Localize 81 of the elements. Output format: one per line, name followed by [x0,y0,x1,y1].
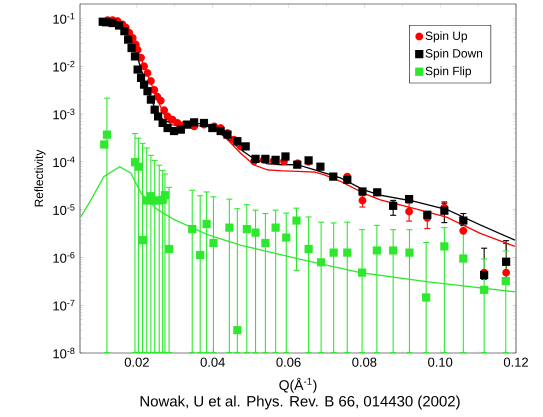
point [502,258,510,266]
point [281,152,290,161]
point [292,216,301,225]
point [358,196,366,204]
y-tick-label: 10$^{-7}$ [53,300,74,311]
point [120,27,128,36]
point [143,87,152,96]
y-tick-label: 10$^{-2}$ [53,60,74,72]
text: Nowak, U et al. Phys. Rev. B 66, 014430 (2002) [140,396,460,410]
point [343,176,352,184]
point [405,248,414,257]
point [330,248,338,257]
point [150,86,158,94]
point [242,225,251,234]
point [423,210,432,219]
point [316,162,324,171]
point [202,220,211,228]
point [343,248,352,257]
point [130,52,140,61]
point [272,224,280,232]
point [502,268,510,277]
point [233,137,242,146]
point [146,96,155,104]
point [405,208,413,216]
point [329,172,338,181]
point [196,250,204,260]
point [502,276,510,286]
legend-label: Spin Flip [426,66,472,78]
x-tick-label: 0.12 [504,358,528,367]
point [156,96,165,105]
y-tick-label: 10$^{-8}$ [53,348,74,358]
point [422,293,430,302]
x-tick-label: 0.10 [428,358,452,367]
point [251,228,260,237]
point [188,225,196,234]
point [440,242,448,250]
x-tick-label: 0.02 [124,358,149,367]
x-tick-label: 0.04 [200,358,225,367]
y-tick-label: 10$^{-3}$ [53,108,74,120]
x-tick-label: 0.06 [276,358,301,367]
point [372,246,381,255]
y-tick-label: 10$^{-6}$ [53,252,74,263]
point [102,130,112,139]
point [127,44,136,52]
point [282,233,290,242]
point [150,106,159,114]
point [304,244,313,254]
point [216,126,225,136]
x-tick-label: 0.08 [352,358,376,367]
point [242,142,250,150]
x-axis-title: Q(Å$^{-1}$) [279,378,316,393]
point [459,254,468,263]
point [261,238,270,248]
point [138,236,147,244]
y-axis-title: Reflectivity [34,150,46,206]
y-tick-label: 10$^{-4}$ [53,156,75,168]
point [251,154,260,163]
point [136,74,146,82]
point [358,268,366,277]
point [209,238,218,248]
point [134,162,142,171]
point [190,118,198,126]
point [176,126,185,134]
point [164,244,174,254]
y-tick-label: 10$^{-5}$ [53,204,74,215]
y-tick-label: 10$^{-1}$ [53,13,74,24]
point [144,69,152,77]
point [459,216,468,225]
point [124,36,132,44]
point [225,224,234,232]
point [389,246,398,255]
point [146,77,155,85]
point [160,106,168,114]
point [134,65,142,74]
point [317,258,326,266]
legend-label: Spin Down [426,48,482,60]
legend-label: Spin Up [426,31,468,42]
point [160,191,170,200]
point [233,326,242,334]
point [480,286,488,294]
point [100,140,108,149]
